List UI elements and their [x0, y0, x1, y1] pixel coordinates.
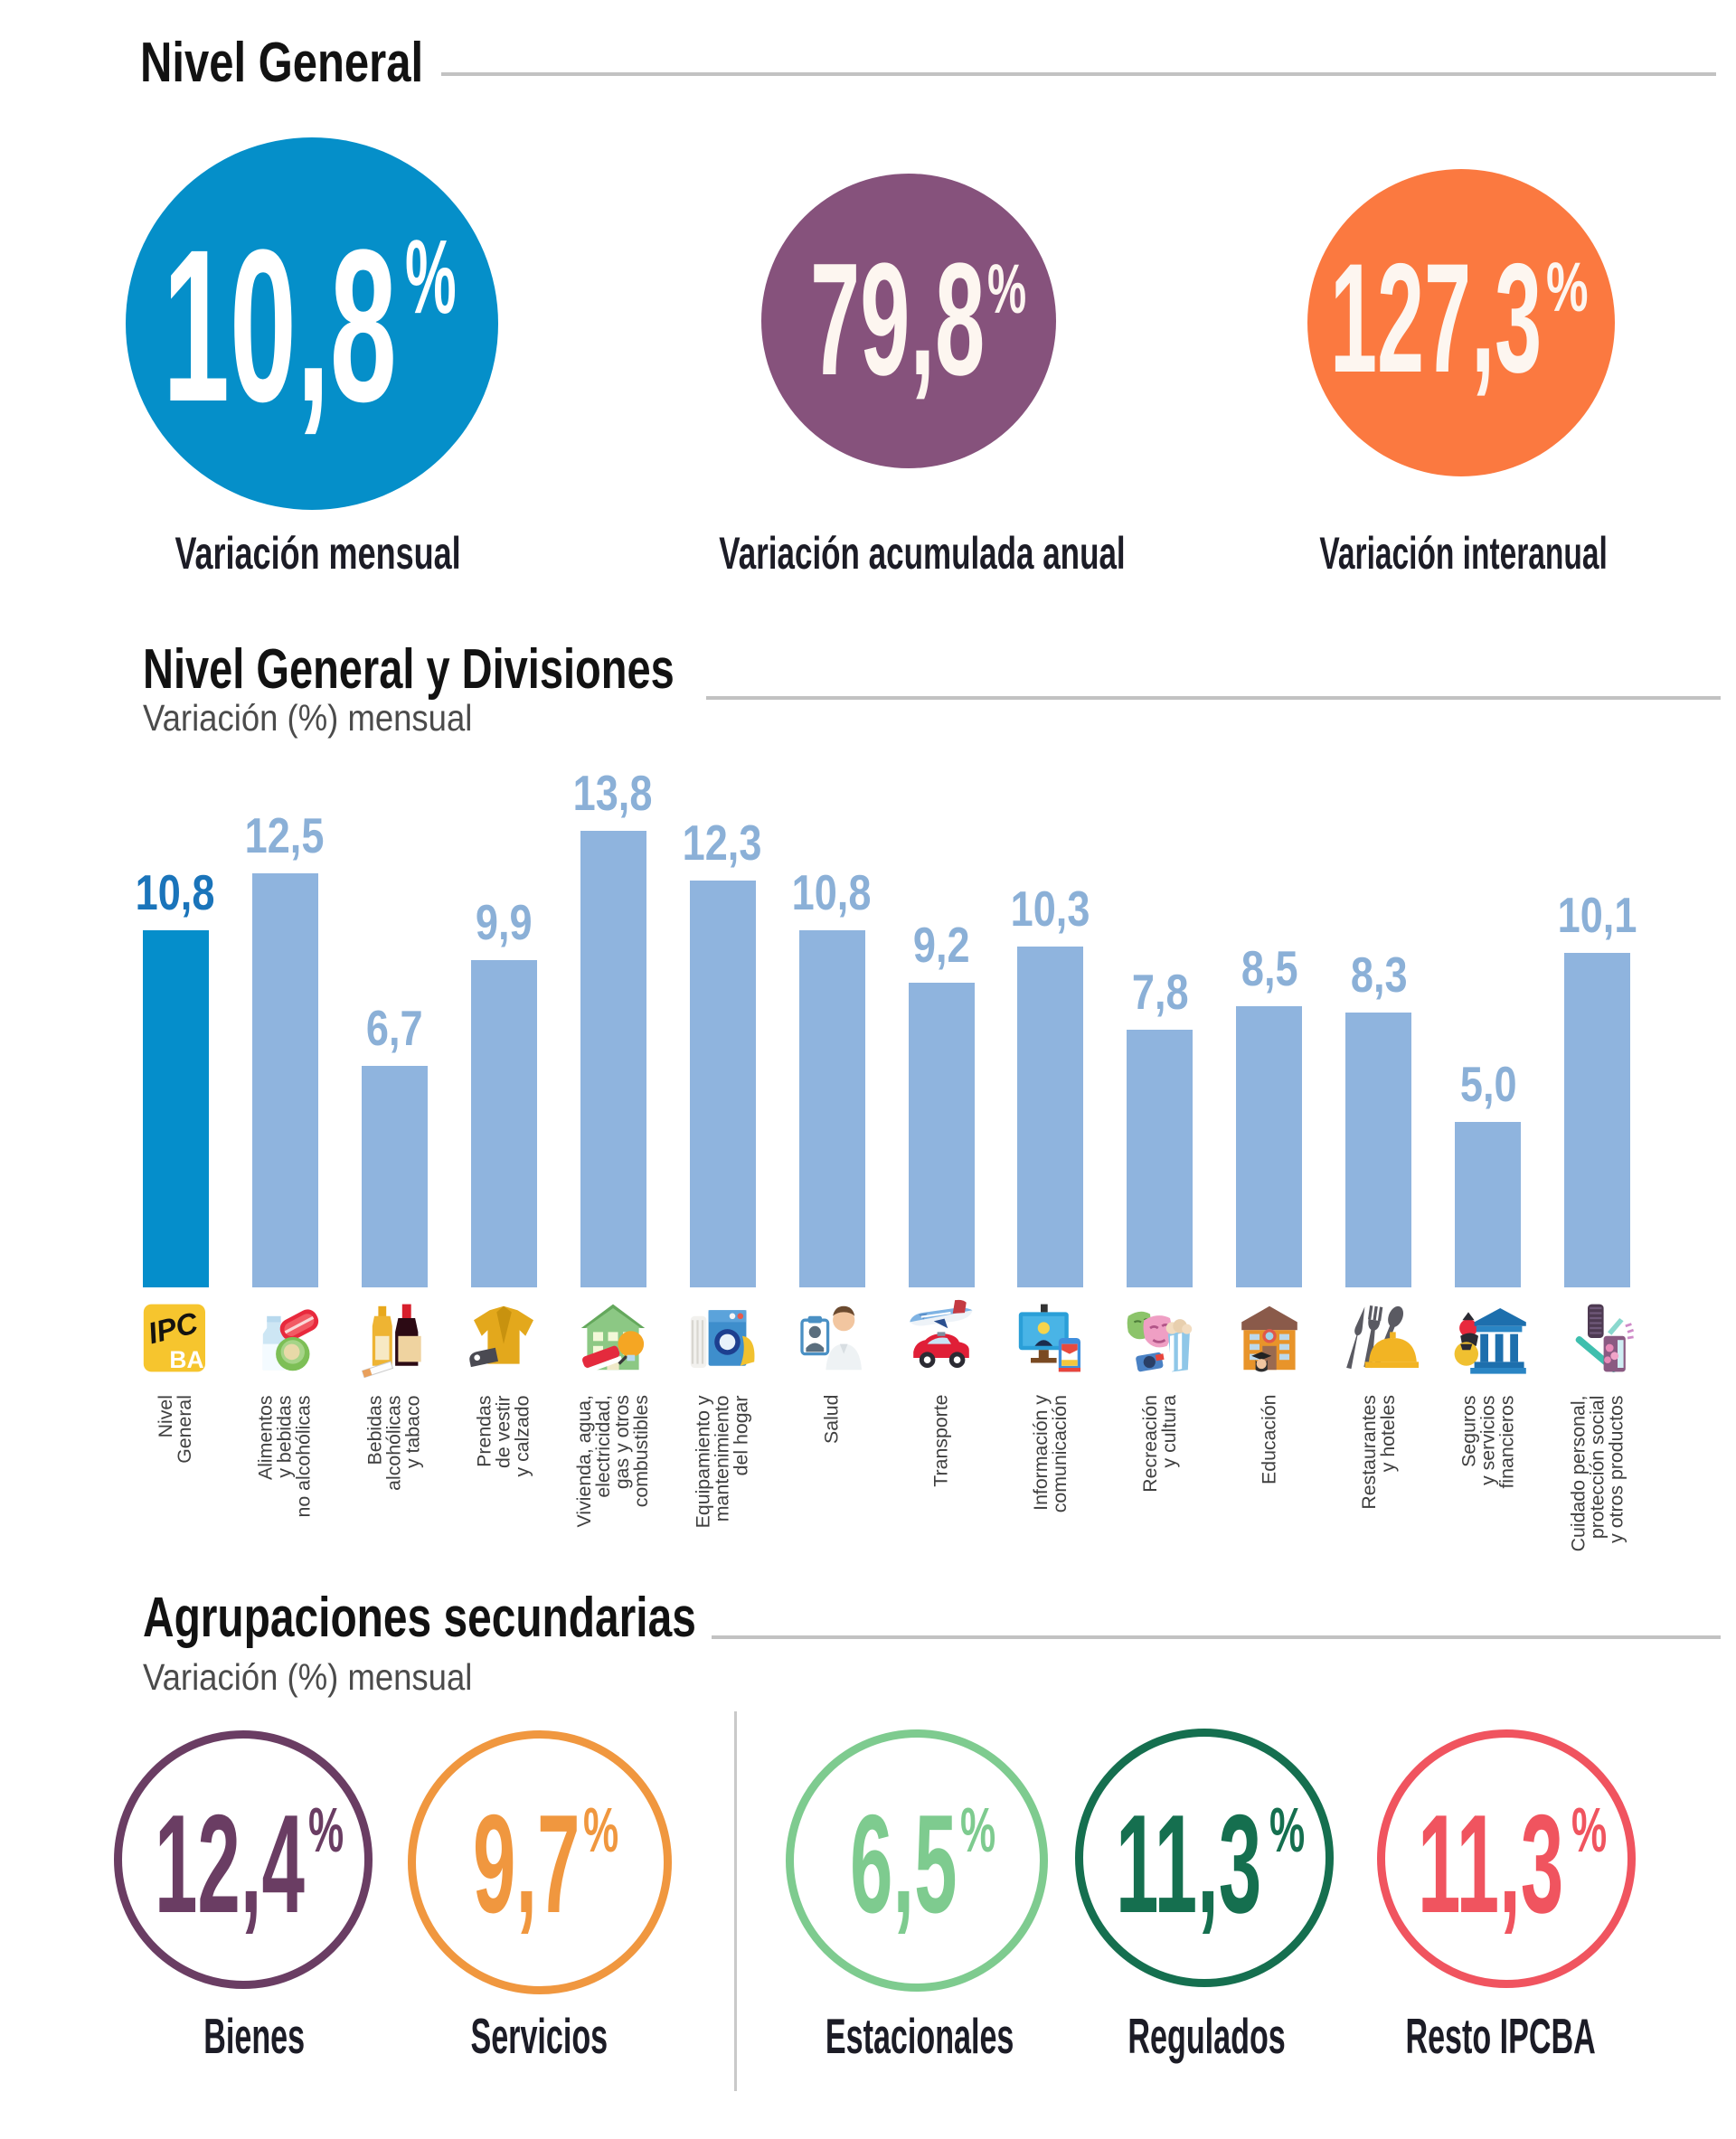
svg-text:BA: BA [169, 1346, 203, 1373]
